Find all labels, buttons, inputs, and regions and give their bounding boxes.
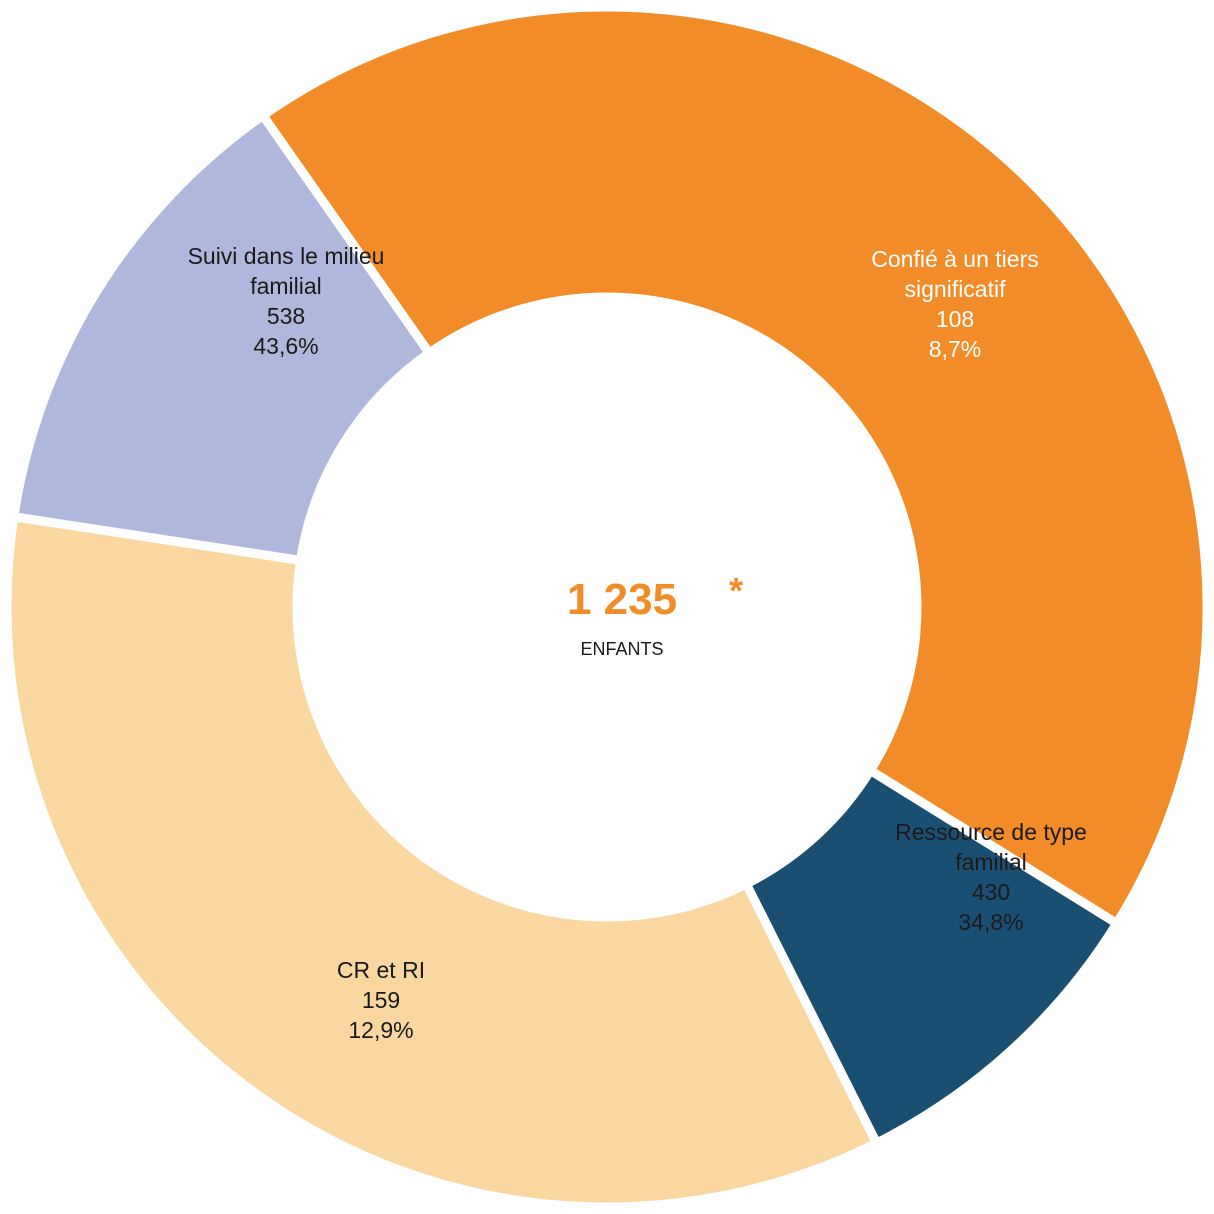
slice-label-line: Suivi dans le milieu xyxy=(188,243,385,269)
slice-label-tiers: Confié à un tiers significatif 108 8,7% xyxy=(871,246,1038,362)
slice-label-rtf: Ressource de type familial 430 34,8% xyxy=(895,819,1087,935)
slice-percent: 8,7% xyxy=(929,336,981,362)
slice-percent: 12,9% xyxy=(348,1017,413,1043)
slice-value: 108 xyxy=(936,306,974,332)
center-total-value: 1 235 xyxy=(567,575,677,624)
slice-label-line: CR et RI xyxy=(337,957,425,983)
slice-label-line: familial xyxy=(250,273,322,299)
slice-label-crri: CR et RI 159 12,9% xyxy=(337,957,425,1043)
slice-label-line: Confié à un tiers xyxy=(871,246,1038,272)
slice-value: 430 xyxy=(972,879,1010,905)
donut-slice-rtf xyxy=(2,511,883,1212)
center-label: 1 235 * ENFANTS xyxy=(567,570,743,659)
slice-percent: 43,6% xyxy=(253,333,318,359)
slice-percent: 34,8% xyxy=(958,909,1023,935)
donut-slice-suivi xyxy=(256,2,1212,930)
slice-value: 159 xyxy=(362,987,400,1013)
slice-value: 538 xyxy=(267,303,305,329)
center-asterisk: * xyxy=(729,570,743,611)
donut-slice-tiers xyxy=(740,764,1123,1150)
slice-label-suivi: Suivi dans le milieu familial 538 43,6% xyxy=(188,243,385,359)
labels-layer: Suivi dans le milieu familial 538 43,6% Conf… xyxy=(188,243,1087,1043)
center-unit-label: ENFANTS xyxy=(580,639,663,659)
slice-label-line: Ressource de type xyxy=(895,819,1087,845)
slice-label-line: significatif xyxy=(905,276,1007,302)
slice-label-line: familial xyxy=(955,849,1027,875)
donut-slice-crri xyxy=(8,109,436,566)
